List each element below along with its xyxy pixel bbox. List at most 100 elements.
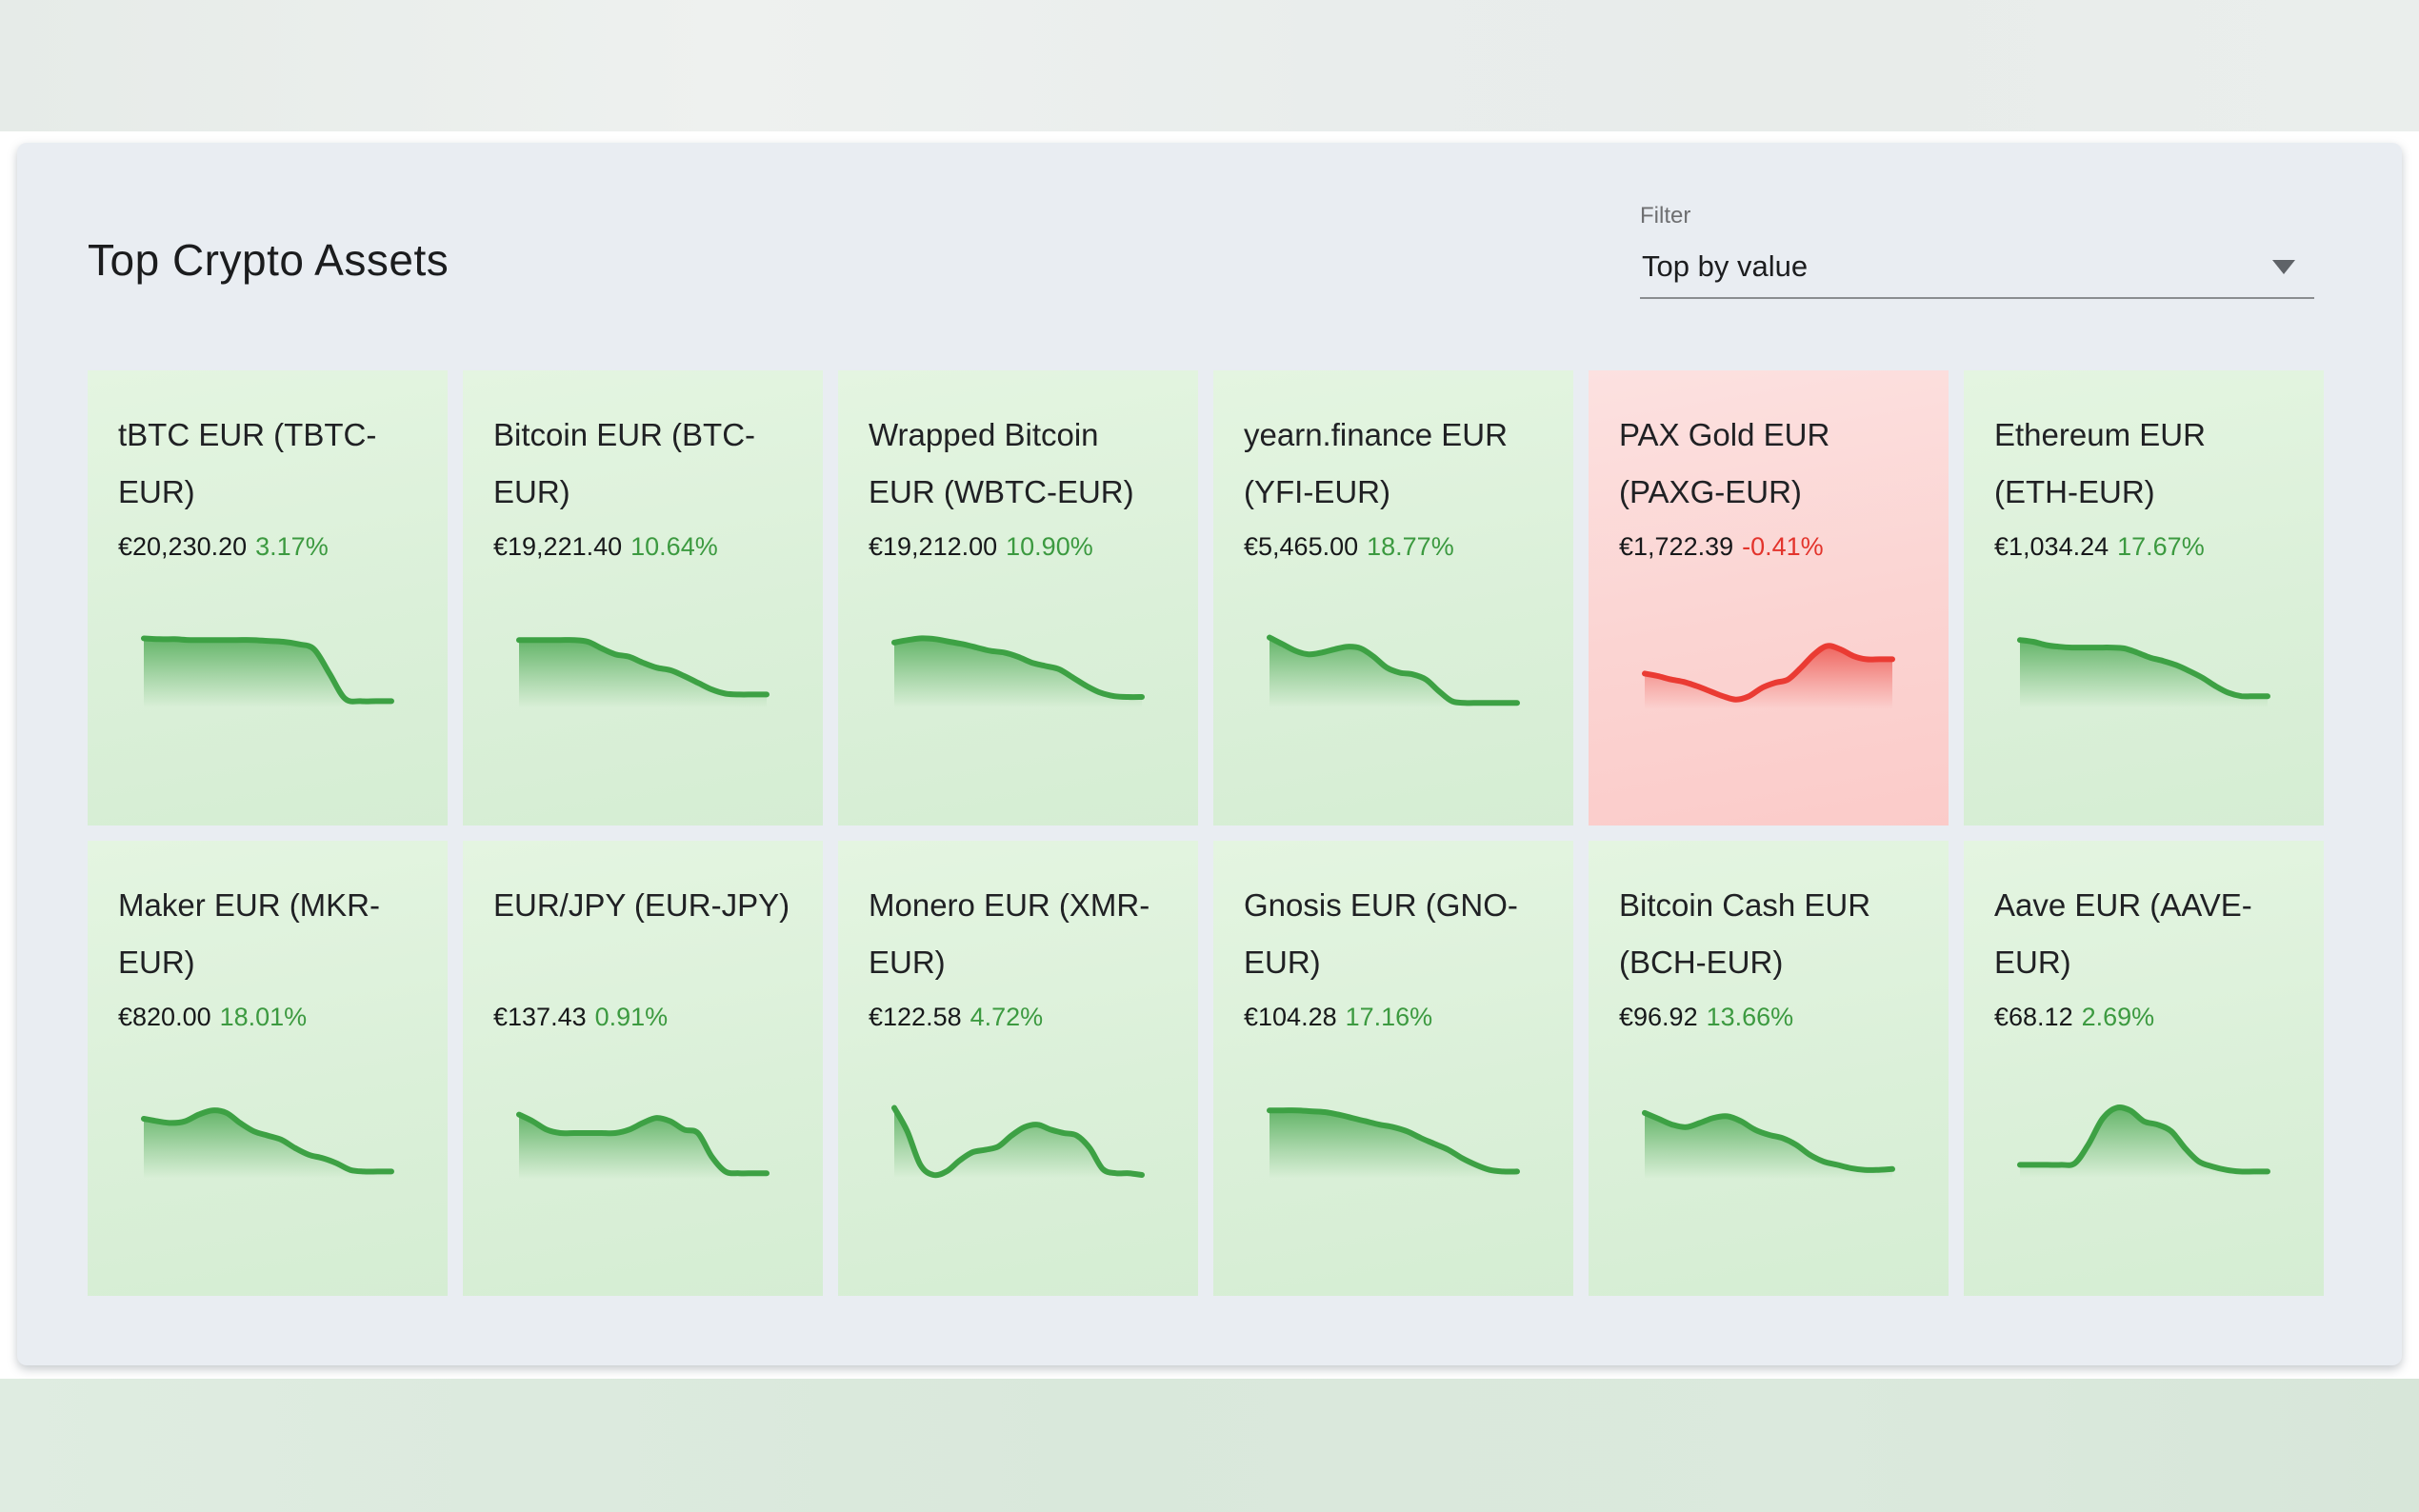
- sparkline-chart: [891, 635, 1145, 723]
- sparkline-area: [1645, 1112, 1892, 1193]
- asset-price-row: €1,722.39 -0.41%: [1619, 528, 1918, 565]
- asset-name: yearn.finance EUR (YFI-EUR): [1244, 417, 1508, 509]
- asset-name: Maker EUR (MKR-EUR): [118, 887, 381, 980]
- sparkline-chart: [141, 1107, 394, 1193]
- asset-change-percent: 10.90%: [1006, 532, 1093, 561]
- bottom-footer-band: [0, 1379, 2419, 1512]
- asset-name: Bitcoin EUR (BTC-EUR): [493, 417, 756, 509]
- sparkline-area: [2020, 640, 2268, 723]
- asset-card[interactable]: Ethereum EUR (ETH-EUR) €1,034.24 17.67%: [1964, 370, 2324, 826]
- asset-price-row: €1,034.24 17.67%: [1994, 528, 2293, 565]
- sparkline-line: [2017, 1104, 2270, 1175]
- sparkline-chart: [1642, 1109, 1895, 1193]
- asset-card[interactable]: Maker EUR (MKR-EUR) €820.00 18.01%: [88, 841, 448, 1296]
- asset-name: Ethereum EUR (ETH-EUR): [1994, 417, 2206, 509]
- asset-card[interactable]: yearn.finance EUR (YFI-EUR) €5,465.00 18.7…: [1213, 370, 1573, 826]
- asset-card[interactable]: Monero EUR (XMR-EUR) €122.58 4.72%: [838, 841, 1198, 1296]
- filter-control: Filter Top by value: [1640, 202, 2314, 299]
- asset-change-percent: 3.17%: [255, 532, 329, 561]
- sparkline-line: [891, 1104, 1145, 1179]
- asset-change-percent: -0.41%: [1742, 532, 1824, 561]
- filter-label: Filter: [1640, 203, 1691, 229]
- sparkline-chart: [516, 637, 770, 723]
- sparkline-area: [894, 1107, 1142, 1193]
- sparkline-chart: [891, 1104, 1145, 1193]
- asset-change-percent: 2.69%: [2081, 1003, 2155, 1031]
- asset-change-percent: 4.72%: [970, 1003, 1044, 1031]
- asset-price-row: €96.92 13.66%: [1619, 999, 1918, 1035]
- asset-price: €104.28: [1244, 1003, 1337, 1031]
- sparkline-line: [141, 1107, 394, 1175]
- asset-price: €5,465.00: [1244, 532, 1359, 561]
- sparkline-area: [1269, 637, 1517, 723]
- asset-card[interactable]: Bitcoin EUR (BTC-EUR) €19,221.40 10.64%: [463, 370, 823, 826]
- asset-price: €96.92: [1619, 1003, 1698, 1031]
- asset-price: €20,230.20: [118, 532, 248, 561]
- asset-price-row: €5,465.00 18.77%: [1244, 528, 1543, 565]
- asset-price-row: €19,221.40 10.64%: [493, 528, 792, 565]
- asset-card[interactable]: PAX Gold EUR (PAXG-EUR) €1,722.39 -0.41%: [1589, 370, 1949, 826]
- asset-name: PAX Gold EUR (PAXG-EUR): [1619, 417, 1830, 509]
- asset-name: tBTC EUR (TBTC-EUR): [118, 417, 377, 509]
- asset-card[interactable]: Aave EUR (AAVE-EUR) €68.12 2.69%: [1964, 841, 2324, 1296]
- asset-change-percent: 17.67%: [2117, 532, 2205, 561]
- asset-card[interactable]: Wrapped Bitcoin EUR (WBTC-EUR) €19,212.00…: [838, 370, 1198, 826]
- asset-price-row: €122.58 4.72%: [869, 999, 1168, 1035]
- sparkline-area: [519, 640, 767, 723]
- sparkline-area: [894, 638, 1142, 723]
- sparkline-line: [2017, 637, 2270, 700]
- asset-price-row: €137.43 0.91%: [493, 999, 792, 1035]
- sparkline-line: [516, 637, 770, 698]
- asset-name: Aave EUR (AAVE-EUR): [1994, 887, 2252, 980]
- asset-change-percent: 17.16%: [1345, 1003, 1433, 1031]
- asset-price-row: €19,212.00 10.90%: [869, 528, 1168, 565]
- asset-name: Gnosis EUR (GNO-EUR): [1244, 887, 1518, 980]
- sparkline-line: [1642, 1109, 1895, 1173]
- asset-change-percent: 10.64%: [630, 532, 718, 561]
- sparkline-area: [1269, 1110, 1517, 1193]
- asset-card[interactable]: tBTC EUR (TBTC-EUR) €20,230.20 3.17%: [88, 370, 448, 826]
- asset-name: Monero EUR (XMR-EUR): [869, 887, 1150, 980]
- sparkline-chart: [516, 1111, 770, 1193]
- sparkline-area: [1645, 646, 1892, 723]
- asset-price-row: €20,230.20 3.17%: [118, 528, 417, 565]
- asset-change-percent: 18.77%: [1367, 532, 1454, 561]
- sparkline-chart: [2017, 637, 2270, 723]
- asset-price: €68.12: [1994, 1003, 2073, 1031]
- filter-selected-value: Top by value: [1642, 249, 1809, 283]
- page-title: Top Crypto Assets: [88, 235, 450, 285]
- asset-name: Bitcoin Cash EUR (BCH-EUR): [1619, 887, 1871, 980]
- asset-card[interactable]: Gnosis EUR (GNO-EUR) €104.28 17.16%: [1213, 841, 1573, 1296]
- asset-card[interactable]: Bitcoin Cash EUR (BCH-EUR) €96.92 13.66%: [1589, 841, 1949, 1296]
- sparkline-line: [141, 635, 394, 705]
- asset-price: €137.43: [493, 1003, 587, 1031]
- asset-change-percent: 13.66%: [1706, 1003, 1794, 1031]
- asset-price: €122.58: [869, 1003, 962, 1031]
- sparkline-chart: [1642, 643, 1895, 723]
- asset-price-row: €104.28 17.16%: [1244, 999, 1543, 1035]
- asset-name: EUR/JPY (EUR-JPY): [493, 887, 790, 923]
- asset-price-row: €68.12 2.69%: [1994, 999, 2293, 1035]
- asset-change-percent: 0.91%: [594, 1003, 669, 1031]
- sparkline-line: [1267, 634, 1520, 706]
- sparkline-chart: [1267, 634, 1520, 723]
- asset-price: €19,221.40: [493, 532, 623, 561]
- sparkline-area: [144, 1110, 391, 1193]
- sparkline-line: [891, 635, 1145, 701]
- sparkline-line: [1642, 643, 1895, 703]
- asset-card[interactable]: EUR/JPY (EUR-JPY) €137.43 0.91%: [463, 841, 823, 1296]
- sparkline-area: [144, 638, 391, 723]
- sparkline-chart: [1267, 1107, 1520, 1193]
- crypto-assets-panel: Top Crypto Assets Filter Top by value tB…: [17, 143, 2402, 1365]
- asset-card-grid: tBTC EUR (TBTC-EUR) €20,230.20 3.17% Bitcoi…: [88, 370, 2324, 1296]
- top-header-band: [0, 0, 2419, 131]
- asset-price-row: €820.00 18.01%: [118, 999, 417, 1035]
- filter-select[interactable]: Top by value: [1640, 244, 2314, 299]
- asset-name: Wrapped Bitcoin EUR (WBTC-EUR): [869, 417, 1134, 509]
- sparkline-line: [1267, 1107, 1520, 1175]
- asset-price: €1,034.24: [1994, 532, 2109, 561]
- sparkline-chart: [2017, 1104, 2270, 1193]
- caret-down-icon: [2272, 259, 2295, 274]
- sparkline-area: [519, 1114, 767, 1193]
- asset-price: €19,212.00: [869, 532, 998, 561]
